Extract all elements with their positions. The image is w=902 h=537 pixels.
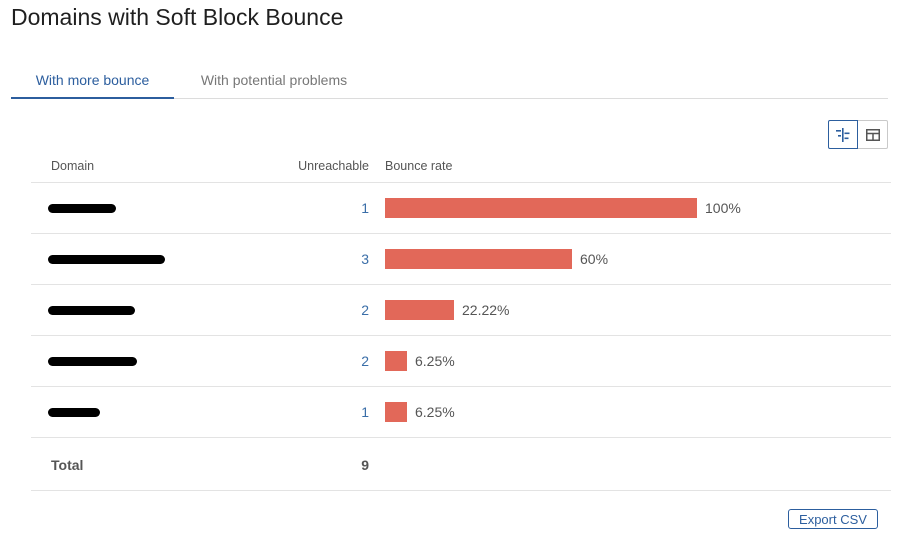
tab-bar: With more bounce With potential problems — [11, 64, 888, 99]
bounce-bar — [385, 300, 454, 320]
page-title: Domains with Soft Block Bounce — [11, 4, 344, 30]
header-domain: Domain — [51, 159, 95, 173]
table-row: 2 6.25% — [31, 336, 891, 387]
bar-chart-icon — [836, 127, 850, 142]
table-row: 2 22.22% — [31, 285, 891, 336]
bounce-bar — [385, 402, 407, 422]
unreachable-link[interactable]: 1 — [361, 200, 369, 216]
redacted-domain — [48, 204, 116, 213]
redacted-domain — [48, 357, 137, 366]
bounce-rate-label: 22.22% — [462, 302, 510, 318]
bounce-rate-label: 6.25% — [415, 353, 455, 369]
view-toggle — [828, 120, 890, 150]
tab-with-more-bounce[interactable]: With more bounce — [11, 64, 174, 99]
unreachable-link[interactable]: 2 — [361, 353, 369, 369]
table-row: 1 6.25% — [31, 387, 891, 438]
bounce-rate-label: 60% — [580, 251, 609, 267]
bounce-table: Domain Unreachable Bounce rate 1 100% 3 … — [31, 150, 891, 491]
table-icon — [865, 128, 880, 141]
bounce-rate-label: 6.25% — [415, 404, 455, 420]
header-unreachable: Unreachable — [298, 159, 369, 173]
redacted-domain — [48, 408, 100, 417]
redacted-domain — [48, 255, 165, 264]
bounce-bar — [385, 198, 697, 218]
unreachable-link[interactable]: 1 — [361, 404, 369, 420]
table-row: 3 60% — [31, 234, 891, 285]
total-label: Total — [51, 457, 84, 473]
total-row: Total 9 — [31, 438, 891, 491]
header-bounce-rate: Bounce rate — [385, 159, 453, 173]
bounce-bar — [385, 351, 407, 371]
tab-with-potential-problems[interactable]: With potential problems — [200, 72, 348, 88]
bar-view-button[interactable] — [828, 120, 858, 149]
unreachable-link[interactable]: 3 — [361, 251, 369, 267]
bounce-bar — [385, 249, 572, 269]
table-view-button[interactable] — [858, 120, 888, 149]
total-value: 9 — [361, 457, 369, 473]
table-row: 1 100% — [31, 183, 891, 234]
table-header: Domain Unreachable Bounce rate — [31, 150, 891, 183]
export-csv-button[interactable]: Export CSV — [788, 509, 878, 529]
redacted-domain — [48, 306, 135, 315]
bounce-rate-label: 100% — [705, 200, 741, 216]
unreachable-link[interactable]: 2 — [361, 302, 369, 318]
